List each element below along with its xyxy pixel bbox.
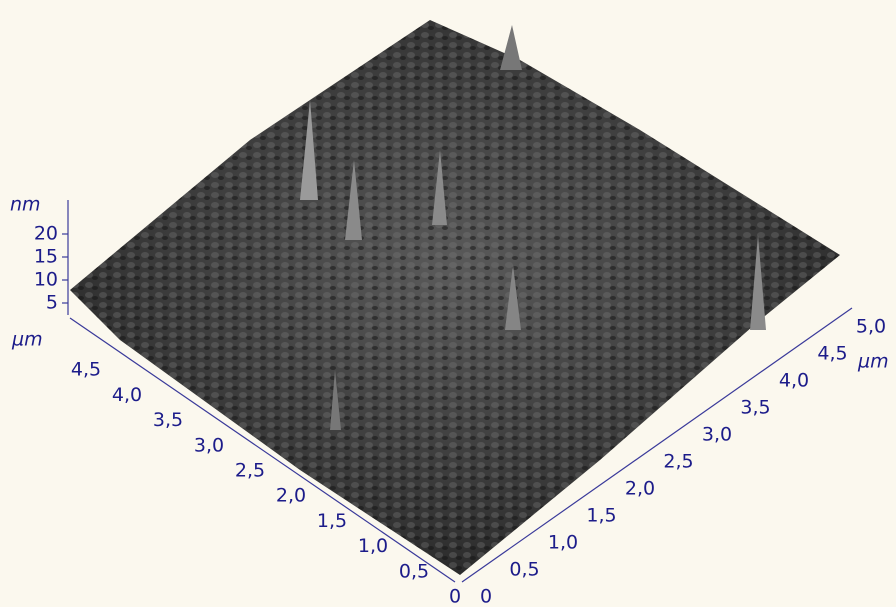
right-tick-label: 3,5 xyxy=(740,397,770,419)
left-unit: µm xyxy=(11,329,43,351)
right-tick-label: 4,5 xyxy=(817,343,847,365)
left-tick-label: 2,0 xyxy=(276,485,306,507)
right-tick-label: 4,0 xyxy=(779,370,809,392)
z-tick-label: 5 xyxy=(46,292,58,314)
left-tick-label: 4,0 xyxy=(112,384,142,406)
z-tick-label: 20 xyxy=(34,223,58,245)
z-unit: nm xyxy=(10,194,41,216)
left-tick-label: 1,5 xyxy=(317,510,347,532)
left-tick-label: 3,5 xyxy=(153,409,183,431)
left-tick-label: 2,5 xyxy=(235,460,265,482)
afm-view: nm µm µm 5101520 0 0,5 1,0 1,5 2,0 2,5 3,0 3,5 4,… xyxy=(0,0,896,607)
right-tick-label: 0 xyxy=(480,586,492,607)
left-tick-label: 3,0 xyxy=(194,434,224,456)
z-tick-label: 15 xyxy=(34,246,58,268)
right-tick-label: 2,0 xyxy=(625,478,655,500)
z-tick-label: 10 xyxy=(34,269,58,291)
right-tick-label: 0,5 xyxy=(509,559,539,581)
right-tick-label: 3,0 xyxy=(702,424,732,446)
right-unit: µm xyxy=(857,351,889,373)
right-tick-label: 2,5 xyxy=(663,451,693,473)
left-tick-label: 1,0 xyxy=(358,535,388,557)
right-tick-label: 5,0 xyxy=(856,316,886,338)
right-tick-label: 1,0 xyxy=(548,532,578,554)
left-tick-label: 4,5 xyxy=(71,359,101,381)
left-tick-label: 0,5 xyxy=(399,560,429,582)
right-tick-label: 1,5 xyxy=(586,505,616,527)
left-tick-label: 0 xyxy=(449,586,461,607)
